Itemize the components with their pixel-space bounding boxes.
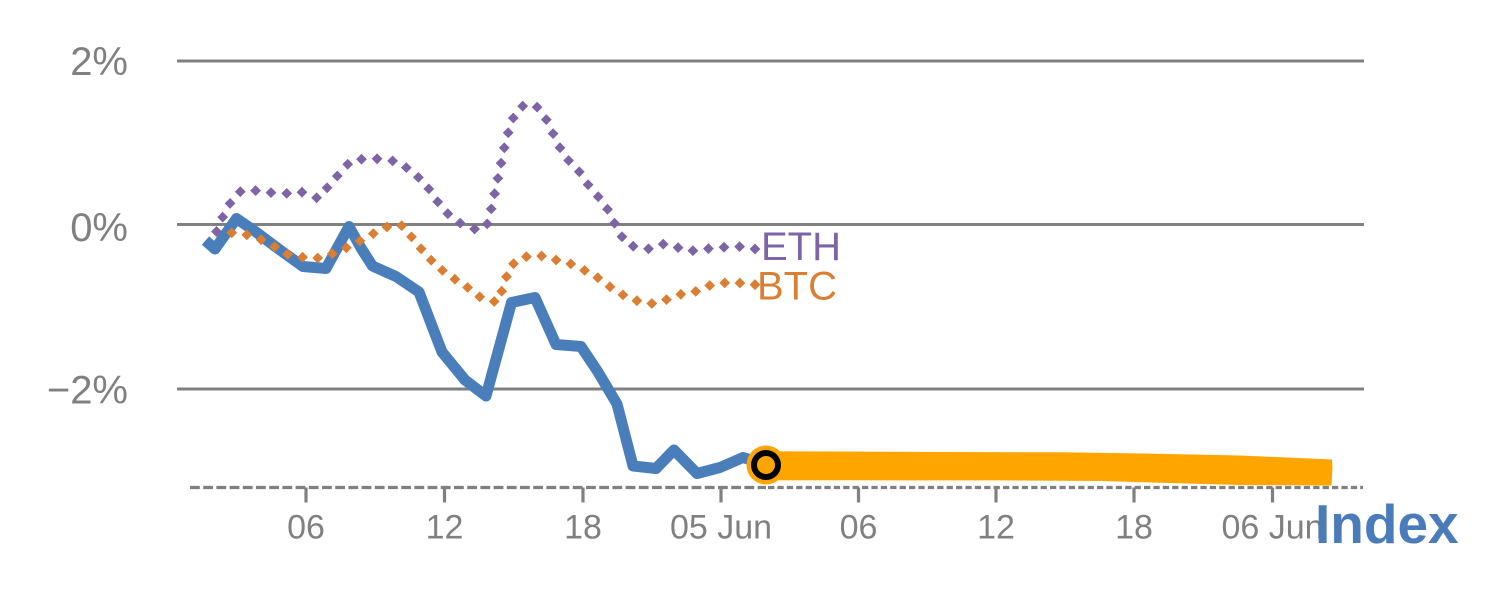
svg-text:ETH: ETH bbox=[761, 225, 841, 269]
svg-text:06: 06 bbox=[840, 509, 878, 547]
svg-text:06 Jun: 06 Jun bbox=[1221, 509, 1323, 547]
svg-text:06: 06 bbox=[287, 509, 325, 547]
svg-text:−2%: −2% bbox=[47, 368, 128, 412]
svg-text:BTC: BTC bbox=[757, 264, 837, 308]
svg-text:18: 18 bbox=[1115, 509, 1153, 547]
svg-text:Index: Index bbox=[1315, 493, 1459, 555]
svg-text:05 Jun: 05 Jun bbox=[670, 509, 772, 547]
svg-text:12: 12 bbox=[977, 509, 1015, 547]
svg-text:18: 18 bbox=[564, 509, 602, 547]
svg-text:0%: 0% bbox=[70, 206, 128, 250]
svg-text:2%: 2% bbox=[70, 40, 128, 84]
svg-text:12: 12 bbox=[426, 509, 464, 547]
